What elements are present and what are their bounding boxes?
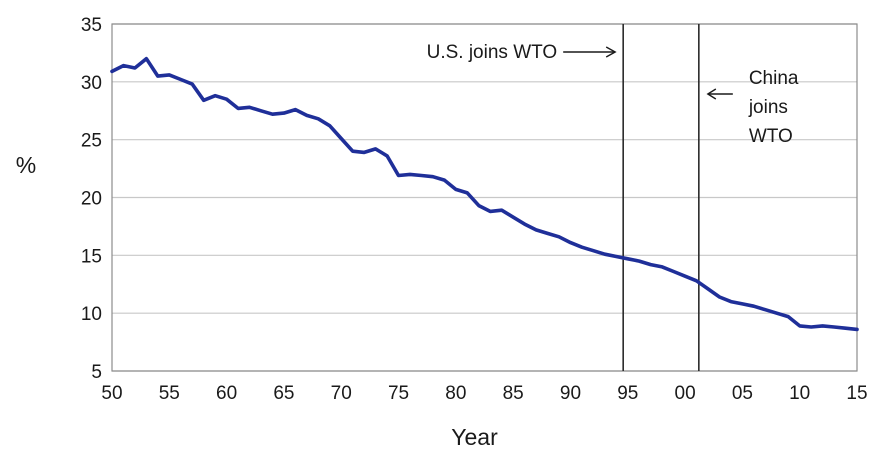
x-tick-label: 00 (675, 383, 696, 404)
y-tick-label: 30 (81, 73, 102, 94)
grid-layer (112, 23, 857, 372)
x-tick-label: 10 (789, 383, 810, 404)
y-axis-title: % (16, 152, 36, 178)
reference-lines (622, 24, 700, 371)
annotation-us-joins-wto: U.S. joins WTO (427, 42, 558, 63)
x-tick-label: 85 (503, 383, 524, 404)
x-tick-label: 80 (445, 383, 466, 404)
x-tick-label: 90 (560, 383, 581, 404)
x-tick-label: 70 (331, 383, 352, 404)
annotation-china-joins-wto: China (749, 68, 799, 89)
annotation-china-joins-wto: joins (748, 97, 788, 118)
y-tick-label: 20 (81, 189, 102, 210)
plot-frame (111, 23, 858, 372)
x-tick-label: 95 (617, 383, 638, 404)
x-tick-labels: 50 55 60 65 70 75 80 85 90 95 00 05 10 15 (101, 383, 867, 404)
x-tick-label: 60 (216, 383, 237, 404)
series-layer (110, 56, 859, 332)
x-axis-title: Year (451, 424, 498, 450)
arrowhead-icon (605, 46, 617, 58)
x-tick-label: 50 (101, 383, 122, 404)
x-tick-label: 05 (732, 383, 753, 404)
y-tick-label: 15 (81, 246, 102, 267)
x-tick-label: 65 (273, 383, 294, 404)
x-tick-label: 75 (388, 383, 409, 404)
y-tick-label: 5 (91, 362, 102, 383)
y-tick-label: 25 (81, 131, 102, 152)
y-tick-label: 35 (81, 15, 102, 36)
y-tick-label: 10 (81, 304, 102, 325)
annotations: U.S. joins WTO China joins WTO (427, 42, 799, 147)
series-line (110, 56, 859, 332)
y-tick-labels: 5 10 15 20 25 30 35 (81, 15, 102, 383)
arrowhead-icon (706, 88, 717, 100)
annotation-china-joins-wto: WTO (749, 126, 793, 147)
x-tick-label: 15 (846, 383, 867, 404)
x-tick-label: 55 (159, 383, 180, 404)
